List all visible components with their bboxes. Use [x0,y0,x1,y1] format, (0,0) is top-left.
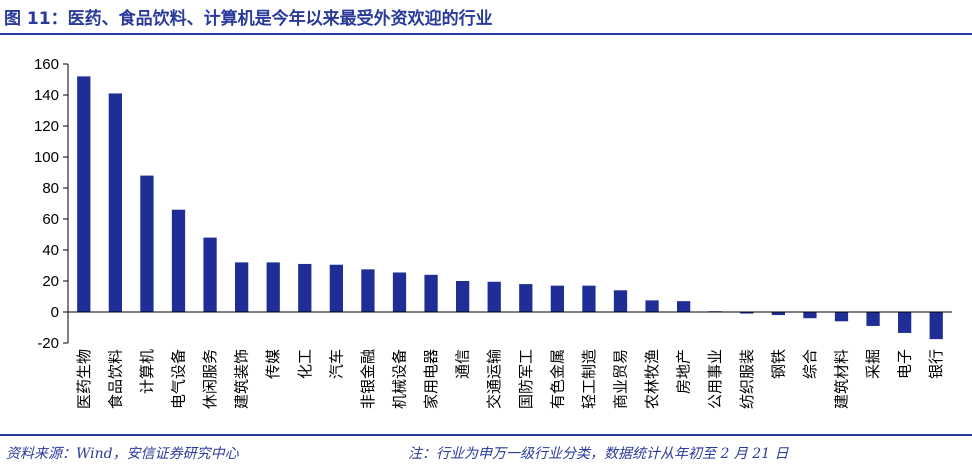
y-tick-label: 20 [42,273,59,290]
bar [550,285,564,312]
y-tick-label: 40 [42,242,59,259]
bar [140,175,154,312]
x-category-label: 交通运输 [485,349,503,409]
bar [298,263,312,312]
x-category-label: 食品饮料 [106,349,124,409]
bar [424,274,438,312]
x-category-label: 农林牧渔 [643,349,661,409]
y-tick-label: 0 [51,304,59,321]
x-category-label: 钢铁 [769,349,787,379]
x-category-label: 建筑材料 [833,349,851,409]
y-tick-label: 120 [34,118,59,135]
x-category-label: 有色金属 [548,349,566,409]
y-tick-label: 100 [34,149,59,166]
y-tick-label: 160 [34,56,59,73]
bars [77,76,943,340]
x-category-label: 通信 [454,349,472,379]
bar [203,237,217,312]
x-category-label: 电气设备 [170,349,188,409]
x-category-label: 房地产 [675,349,693,394]
bar [266,262,280,312]
bar [329,264,343,312]
bar [582,285,596,312]
x-category-label: 公用事业 [706,349,724,409]
bar [677,301,691,312]
bar [361,269,375,313]
y-tick-label: -20 [37,335,59,352]
bar [77,76,91,313]
axes [67,64,952,343]
bar [898,312,912,333]
x-category-label: 传媒 [264,349,282,379]
bar [740,312,754,314]
bar [235,262,249,312]
bar [108,93,122,312]
note-text: 注：行业为申万一级行业分类，数据统计从年初至 2 月 21 日 [408,446,789,462]
x-category-label: 汽车 [327,349,345,379]
x-category-label: 纺织服装 [738,349,756,409]
x-axis-labels: 医药生物 食品饮料 计算机 电气设备 休闲服务 建筑装饰 传媒 化工 汽车 非银金融 机械设备 家用电… [75,349,945,409]
x-category-label: 电子 [896,349,914,379]
x-category-label: 综合 [801,349,819,379]
footer-divider [0,434,972,436]
source-text: 资料来源：Wind，安信证券研究中心 [6,446,239,462]
x-category-label: 银行 [927,349,945,379]
x-category-label: 计算机 [138,349,156,394]
title-divider [0,33,972,35]
bar [392,272,407,312]
y-tick-label: 140 [34,87,59,104]
x-category-label: 家用电器 [422,349,440,409]
x-category-label: 国防军工 [517,349,535,409]
bar [171,209,186,312]
x-category-label: 采掘 [864,349,882,379]
figure-title: 图 11：医药、食品饮料、计算机是今年以来最受外资欢迎的行业 [4,9,493,29]
y-axis-ticks: -20 0 20 40 60 80 100 120 140 160 [34,56,68,352]
y-tick-label: 60 [42,211,59,228]
x-category-label: 医药生物 [75,349,93,409]
x-category-label: 商业贸易 [612,349,630,409]
bar [645,300,659,313]
bar [456,281,470,312]
x-category-label: 化工 [296,349,314,379]
x-category-label: 建筑装饰 [233,349,251,409]
y-tick-label: 80 [42,180,59,197]
bar [866,312,880,326]
x-category-label: 休闲服务 [201,349,219,409]
bar-chart: -20 0 20 40 60 80 100 120 140 160 医药生物 食品饮料 计算机 电气设备… [34,56,952,409]
x-category-label: 轻工制造 [580,349,598,409]
bar [519,284,533,312]
x-category-label: 机械设备 [391,349,409,409]
bar [834,312,849,322]
x-category-label: 非银金融 [359,349,377,409]
bar [487,281,501,312]
bar [771,312,785,316]
bar [929,312,943,340]
bar [803,312,817,319]
bar [613,290,628,312]
